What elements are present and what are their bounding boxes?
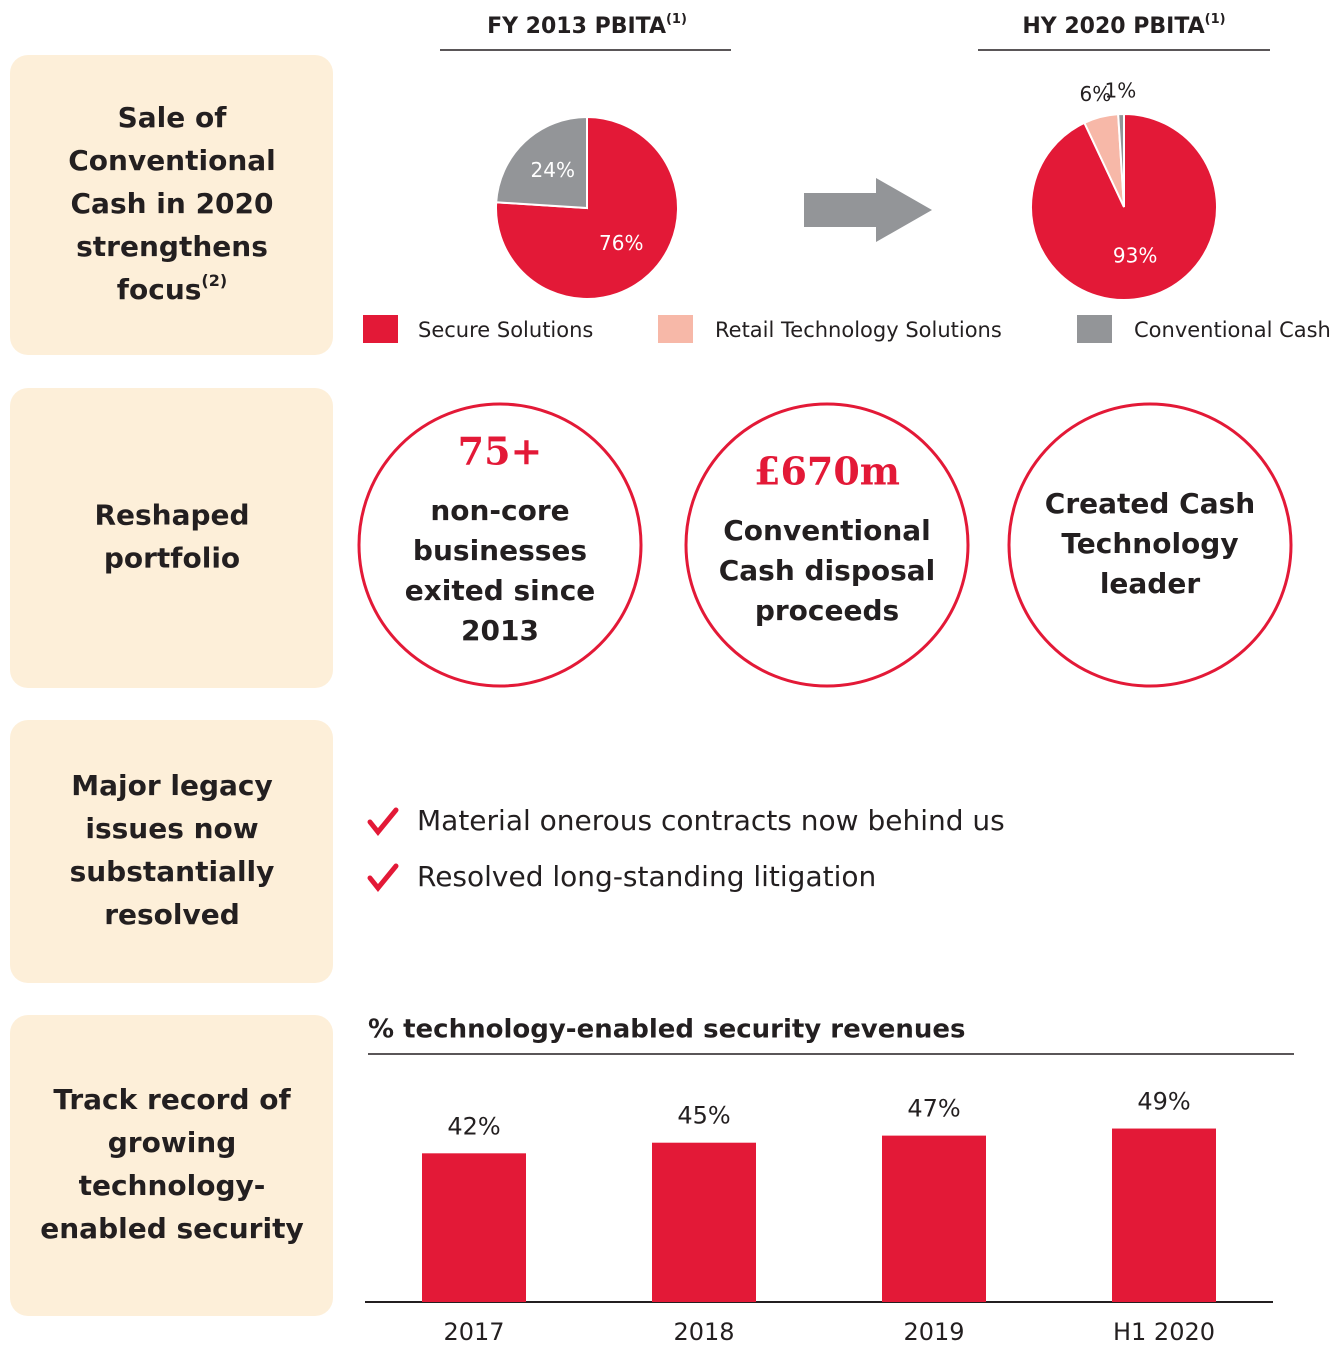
- pie-title-text: FY 2013 PBITA: [487, 14, 666, 39]
- pie-slice: [495, 115, 588, 210]
- section-label: substantially: [70, 855, 275, 888]
- circle-text: leader: [1100, 567, 1201, 600]
- bar-value-label: 45%: [677, 1102, 730, 1130]
- pie-value-label: 6%: [1080, 82, 1112, 106]
- circle-text: businesses: [413, 534, 587, 567]
- section-label-line: Conventional: [68, 144, 276, 177]
- superscript: (2): [201, 271, 227, 290]
- superscript: (1): [666, 12, 687, 27]
- x-tick-label: 2017: [443, 1318, 504, 1346]
- pie-slice: [1030, 112, 1218, 301]
- highlight-circle: [684, 402, 970, 688]
- bar: [422, 1153, 526, 1302]
- circle-text: Conventional: [723, 514, 931, 547]
- highlight-circle: [357, 402, 643, 688]
- x-tick-label: 2018: [673, 1318, 734, 1346]
- pie-value-label: 76%: [599, 231, 643, 255]
- pie-title: HY 2020 PBITA(1): [1022, 12, 1225, 40]
- bar-chart-title: % technology-enabled security revenues: [368, 1015, 965, 1045]
- section-label-line: technology-: [79, 1169, 266, 1202]
- bullet-text: Material onerous contracts now behind us: [417, 804, 1005, 837]
- section-label-line: issues now: [85, 812, 258, 845]
- pie-value-label: 24%: [531, 158, 575, 182]
- bar-value-label: 42%: [447, 1112, 500, 1140]
- x-tick-label: H1 2020: [1113, 1318, 1215, 1346]
- section-label: Sale of: [118, 101, 228, 134]
- headline: 75+: [458, 429, 543, 474]
- bar: [652, 1142, 756, 1302]
- legend-label: Secure Solutions: [418, 318, 593, 342]
- section-label-line: Track record of: [53, 1083, 291, 1116]
- legend-swatch: [658, 315, 693, 343]
- bar: [882, 1135, 986, 1302]
- section-label-line: Major legacy: [71, 769, 273, 802]
- legend-label: Retail Technology Solutions: [715, 318, 1002, 342]
- pie-value-label: 93%: [1113, 243, 1157, 267]
- section-label: focus(2): [117, 271, 227, 307]
- legend-label: Conventional Cash: [1134, 318, 1331, 342]
- headline: £670m: [754, 449, 900, 494]
- section-label-line: Sale of: [118, 101, 228, 134]
- section-label: Track record of: [53, 1083, 291, 1116]
- circle-text: proceeds: [755, 594, 899, 627]
- section-label-line: resolved: [104, 898, 240, 931]
- circle-text: Cash disposal: [719, 554, 936, 587]
- section-label-line: substantially: [70, 855, 275, 888]
- section-label-line: portfolio: [104, 542, 240, 575]
- legend-swatch: [363, 315, 398, 343]
- section-label: portfolio: [104, 542, 240, 575]
- section-label: resolved: [104, 898, 240, 931]
- x-tick-label: 2019: [903, 1318, 964, 1346]
- circle-text: Created Cash: [1045, 487, 1255, 520]
- pie-slice: [1117, 112, 1125, 208]
- pie-title: FY 2013 PBITA(1): [487, 12, 687, 40]
- circle-text: exited since: [405, 574, 596, 607]
- highlight-circle: [1007, 402, 1293, 688]
- section-label: enabled security: [40, 1212, 303, 1245]
- bar-value-label: 49%: [1137, 1088, 1190, 1116]
- section-box: [10, 720, 333, 983]
- bar-value-label: 47%: [907, 1095, 960, 1123]
- pie-title-text: HY 2020 PBITA: [1022, 14, 1204, 39]
- section-label-line: Reshaped: [94, 499, 249, 532]
- section-label-line: strengthens: [76, 230, 268, 263]
- circle-text: non-core: [430, 494, 569, 527]
- superscript: (1): [1205, 12, 1226, 27]
- section-label: technology-: [79, 1169, 266, 1202]
- section-box: [10, 1015, 333, 1316]
- section-label: issues now: [85, 812, 258, 845]
- section-label: Major legacy: [71, 769, 273, 802]
- section-label: Conventional: [68, 144, 276, 177]
- section-label-line: growing: [108, 1126, 237, 1159]
- bullet-text: Resolved long-standing litigation: [417, 860, 876, 893]
- section-box: [10, 388, 333, 688]
- section-label-line: Cash in 2020: [71, 187, 274, 220]
- circle-text: Technology: [1061, 527, 1238, 560]
- pie-value-label: 1%: [1105, 79, 1137, 103]
- section-label: growing: [108, 1126, 237, 1159]
- legend-swatch: [1077, 315, 1112, 343]
- arrow: [804, 178, 932, 242]
- bar: [1112, 1128, 1216, 1302]
- section-box: [10, 55, 333, 355]
- section-label: strengthens: [76, 230, 268, 263]
- check-icon: [367, 807, 399, 836]
- section-label-line: focus: [117, 273, 202, 306]
- check-icon: [367, 863, 399, 892]
- section-label: Reshaped: [94, 499, 249, 532]
- circle-text: 2013: [461, 614, 539, 647]
- section-label-line: enabled security: [40, 1212, 303, 1245]
- section-label: Cash in 2020: [71, 187, 274, 220]
